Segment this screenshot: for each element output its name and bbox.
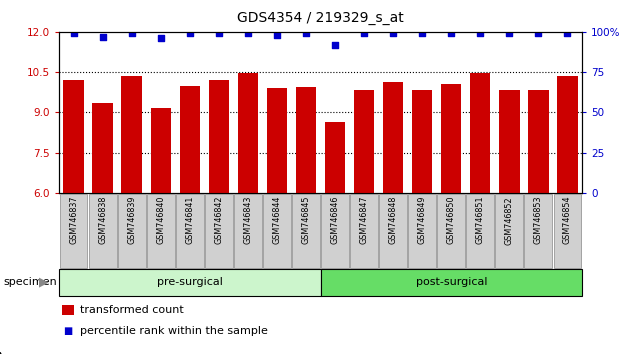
Bar	[524, 194, 553, 268]
Bar	[147, 194, 174, 268]
Bar	[234, 194, 262, 268]
Point	[126, 31, 137, 36]
Bar	[354, 90, 374, 193]
Point	[359, 31, 369, 36]
Point	[213, 31, 224, 36]
Bar	[554, 194, 581, 268]
Text: GSM746841: GSM746841	[185, 196, 194, 244]
Text: GDS4354 / 219329_s_at: GDS4354 / 219329_s_at	[237, 11, 404, 25]
Text: GSM746849: GSM746849	[418, 196, 427, 245]
Bar	[528, 90, 549, 193]
Bar	[205, 194, 233, 268]
Bar	[495, 194, 523, 268]
Bar	[321, 194, 349, 268]
Point	[185, 31, 195, 36]
Bar	[121, 76, 142, 193]
Text: GSM746854: GSM746854	[563, 196, 572, 245]
Point	[156, 35, 166, 41]
Text: percentile rank within the sample: percentile rank within the sample	[80, 326, 268, 336]
Bar	[296, 87, 316, 193]
Text: GSM746844: GSM746844	[272, 196, 281, 244]
Bar	[350, 194, 378, 268]
Bar	[320, 269, 582, 296]
Text: GSM746853: GSM746853	[534, 196, 543, 245]
Point	[388, 31, 398, 36]
Text: GSM746848: GSM746848	[388, 196, 397, 244]
Text: GSM746839: GSM746839	[127, 196, 136, 245]
Point	[97, 34, 108, 40]
Point	[562, 31, 572, 36]
Point	[243, 31, 253, 36]
Bar	[292, 194, 320, 268]
Point	[475, 31, 485, 36]
Text: transformed count: transformed count	[80, 305, 184, 315]
Point	[69, 31, 79, 36]
Bar	[92, 103, 113, 193]
Bar	[412, 90, 433, 193]
Bar	[208, 80, 229, 193]
Bar	[179, 86, 200, 193]
Bar	[470, 74, 490, 193]
Bar	[557, 76, 578, 193]
Bar	[267, 88, 287, 193]
Bar	[60, 194, 87, 268]
Bar	[437, 194, 465, 268]
Point	[504, 31, 515, 36]
Bar	[383, 81, 403, 193]
Text: GSM746851: GSM746851	[476, 196, 485, 245]
Text: ▶: ▶	[38, 276, 49, 289]
Bar	[118, 194, 146, 268]
Point	[533, 31, 544, 36]
Bar	[176, 194, 204, 268]
Bar	[263, 194, 291, 268]
Point	[417, 31, 428, 36]
Text: GSM746842: GSM746842	[214, 196, 223, 245]
Bar	[59, 269, 320, 296]
Bar	[408, 194, 436, 268]
Text: GSM746843: GSM746843	[244, 196, 253, 244]
Text: GSM746845: GSM746845	[301, 196, 310, 245]
Bar	[151, 108, 171, 193]
Bar	[325, 122, 345, 193]
Text: GSM746852: GSM746852	[505, 196, 514, 245]
Text: GSM746850: GSM746850	[447, 196, 456, 245]
Bar	[467, 194, 494, 268]
Bar	[63, 80, 84, 193]
Text: post-surgical: post-surgical	[415, 277, 487, 287]
Point	[330, 42, 340, 47]
Text: GSM746837: GSM746837	[69, 196, 78, 245]
Bar	[238, 74, 258, 193]
Text: GSM746840: GSM746840	[156, 196, 165, 244]
Text: GSM746838: GSM746838	[98, 196, 107, 244]
Bar	[88, 194, 117, 268]
Text: pre-surgical: pre-surgical	[157, 277, 222, 287]
Point	[272, 32, 282, 38]
Point	[446, 31, 456, 36]
Point	[301, 31, 311, 36]
Bar	[379, 194, 407, 268]
Text: GSM746847: GSM746847	[360, 196, 369, 245]
Text: specimen: specimen	[3, 277, 57, 287]
Text: GSM746846: GSM746846	[331, 196, 340, 244]
Text: ■: ■	[63, 326, 72, 336]
Bar	[441, 84, 462, 193]
Bar	[499, 90, 520, 193]
